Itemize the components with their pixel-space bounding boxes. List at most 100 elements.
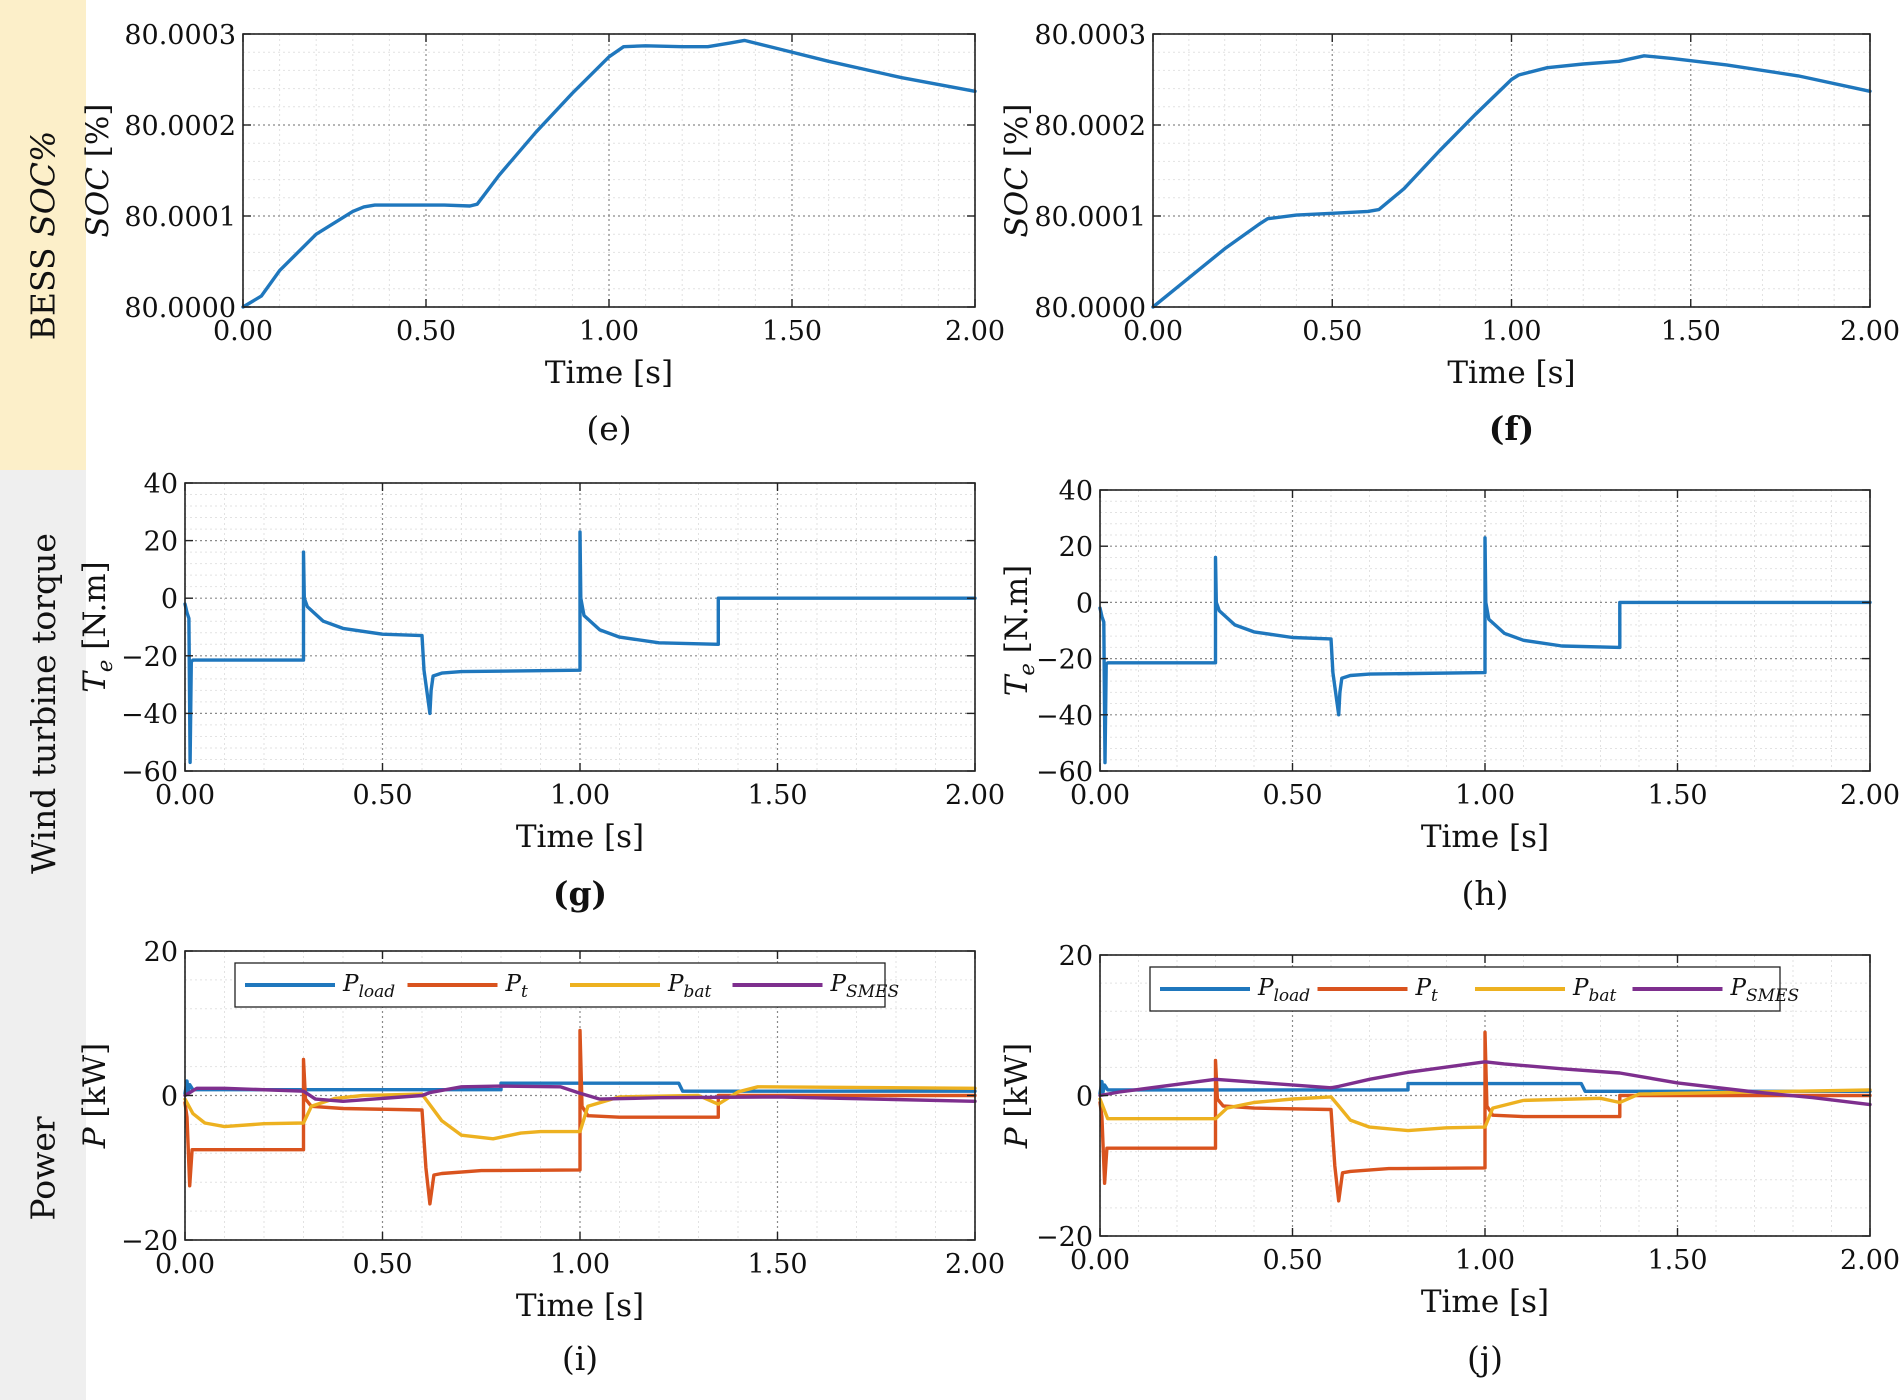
legend-label: Pload	[342, 971, 395, 1002]
series-line-te	[1098, 536, 1872, 765]
y-tick-label: −20	[1036, 645, 1093, 676]
subfigure-caption: (e)	[586, 409, 631, 448]
series-line-p-bat	[1098, 1088, 1872, 1133]
x-tick-label: 2.00	[945, 1249, 1005, 1280]
series-line-p-smes	[183, 1084, 977, 1104]
series-line-te	[183, 530, 977, 765]
x-tick-label: 0.50	[352, 1249, 412, 1280]
y-tick-label: 20	[144, 527, 178, 558]
x-tick-label: 1.50	[747, 1249, 807, 1280]
y-tick-label: −40	[121, 699, 178, 730]
y-axis-label: P [kW]	[999, 1043, 1035, 1150]
x-axis-label: Time [s]	[1421, 1284, 1549, 1320]
y-tick-label: 40	[1059, 476, 1093, 507]
x-tick-label: 0.50	[1302, 316, 1362, 347]
chart-j: 0.00 0.50 1.00 1.50 2.00 −20 0 20 Time [s] P [kW]…	[999, 941, 1900, 1378]
row-band-soc	[0, 0, 86, 470]
x-tick-label: 1.50	[762, 316, 822, 347]
y-tick-label: 0	[161, 584, 178, 615]
y-tick-label: 80.0001	[1034, 202, 1146, 233]
x-axis-label: Time [s]	[545, 355, 673, 391]
legend-label: Pt	[505, 971, 528, 1002]
x-tick-label: 1.50	[1647, 780, 1707, 811]
chart-f: 0.00 0.50 1.00 1.50 2.00 80.0000 80.0001 80.000…	[999, 20, 1900, 448]
chart-i: 0.00 0.50 1.00 1.50 2.00 −20 0 20 Time [s] P [kW]…	[77, 937, 1005, 1378]
x-tick-label: 1.50	[1661, 316, 1721, 347]
x-tick-label: 2.00	[945, 780, 1005, 811]
y-tick-label: 40	[144, 469, 178, 500]
x-tick-label: 0.00	[1070, 1245, 1130, 1276]
y-axis-label: Te [N.m]	[999, 565, 1039, 697]
y-tick-label: −20	[121, 1226, 178, 1257]
x-axis-label: Time [s]	[1421, 819, 1549, 855]
row-band-power	[0, 936, 86, 1400]
y-tick-label: −60	[121, 757, 178, 788]
x-tick-label: 0.00	[1123, 316, 1183, 347]
y-tick-label: 20	[1059, 941, 1093, 972]
x-tick-label: 1.00	[1455, 780, 1515, 811]
x-tick-label: 2.00	[1840, 780, 1900, 811]
x-axis-label: Time [s]	[1447, 355, 1575, 391]
y-tick-label: −40	[1036, 701, 1093, 732]
series-line-soc	[241, 38, 977, 309]
subfigure-caption: (h)	[1461, 874, 1508, 913]
series-line-p-load	[1098, 1079, 1872, 1096]
x-tick-label: 0.00	[155, 1249, 215, 1280]
y-tick-label: 80.0000	[1034, 293, 1146, 324]
y-tick-label: 0	[161, 1082, 178, 1113]
x-axis-label: Time [s]	[516, 819, 644, 855]
legend-label: Pload	[1257, 975, 1310, 1006]
x-tick-label: 2.00	[1840, 316, 1900, 347]
x-tick-label: 1.00	[550, 780, 610, 811]
y-tick-label: −20	[121, 642, 178, 673]
x-tick-label: 1.50	[1647, 1245, 1707, 1276]
legend: Pload Pt Pbat PSMES	[1149, 966, 1800, 1012]
x-tick-label: 0.00	[155, 780, 215, 811]
legend-label: Pbat	[1572, 975, 1617, 1006]
y-tick-label: 0	[1076, 1082, 1093, 1113]
legend-label: Pt	[1415, 975, 1438, 1006]
subfigure-caption: (f)	[1489, 409, 1534, 448]
y-tick-label: 80.0000	[124, 293, 236, 324]
y-axis-label: SOC [%]	[999, 104, 1035, 238]
row-band-torque	[0, 470, 86, 936]
chart-g: 0.00 0.50 1.00 1.50 2.00 −60 −40 −20 0 20 40 Time […	[77, 469, 1005, 913]
series-line-p-smes	[1098, 1060, 1872, 1107]
x-tick-label: 1.50	[747, 780, 807, 811]
y-tick-label: 80.0002	[1034, 111, 1146, 142]
series-line-p-load	[183, 1079, 977, 1096]
series-line-p-t	[183, 1028, 977, 1206]
x-tick-label: 0.50	[1262, 1245, 1322, 1276]
x-tick-label: 1.00	[1481, 316, 1541, 347]
x-tick-label: 1.00	[550, 1249, 610, 1280]
x-tick-label: 0.50	[1262, 780, 1322, 811]
x-tick-label: 1.00	[1455, 1245, 1515, 1276]
y-tick-label: −20	[1036, 1222, 1093, 1253]
legend-label: PSMES	[1730, 975, 1800, 1006]
subfigure-caption: (g)	[553, 874, 607, 913]
y-tick-label: 20	[1059, 532, 1093, 563]
x-tick-label: 1.00	[579, 316, 639, 347]
y-axis-label: Te [N.m]	[77, 561, 117, 693]
y-tick-label: −60	[1036, 757, 1093, 788]
y-tick-label: 80.0003	[1034, 20, 1146, 51]
legend-label: Pbat	[667, 971, 712, 1002]
subfigure-caption: (i)	[562, 1339, 598, 1378]
x-tick-label: 0.00	[1070, 780, 1130, 811]
y-tick-label: 20	[144, 937, 178, 968]
y-tick-label: 0	[1076, 588, 1093, 619]
chart-h: 0.00 0.50 1.00 1.50 2.00 −60 −40 −20 0 20 40 Time […	[999, 476, 1900, 913]
chart-e: 0.00 0.50 1.00 1.50 2.00 80.0000 80.0001 80.000…	[80, 20, 1005, 448]
y-tick-label: 80.0001	[124, 202, 236, 233]
legend: Pload Pt Pbat PSMES	[234, 962, 900, 1008]
series-line-soc	[1151, 54, 1872, 309]
legend-label: PSMES	[830, 971, 900, 1002]
series-line-p-t	[1098, 1030, 1872, 1203]
y-tick-label: 80.0002	[124, 111, 236, 142]
y-axis-label: SOC [%]	[80, 104, 116, 238]
y-axis-label: P [kW]	[77, 1043, 113, 1150]
x-tick-label: 0.00	[213, 316, 273, 347]
x-axis-label: Time [s]	[516, 1288, 644, 1324]
x-tick-label: 2.00	[1840, 1245, 1900, 1276]
